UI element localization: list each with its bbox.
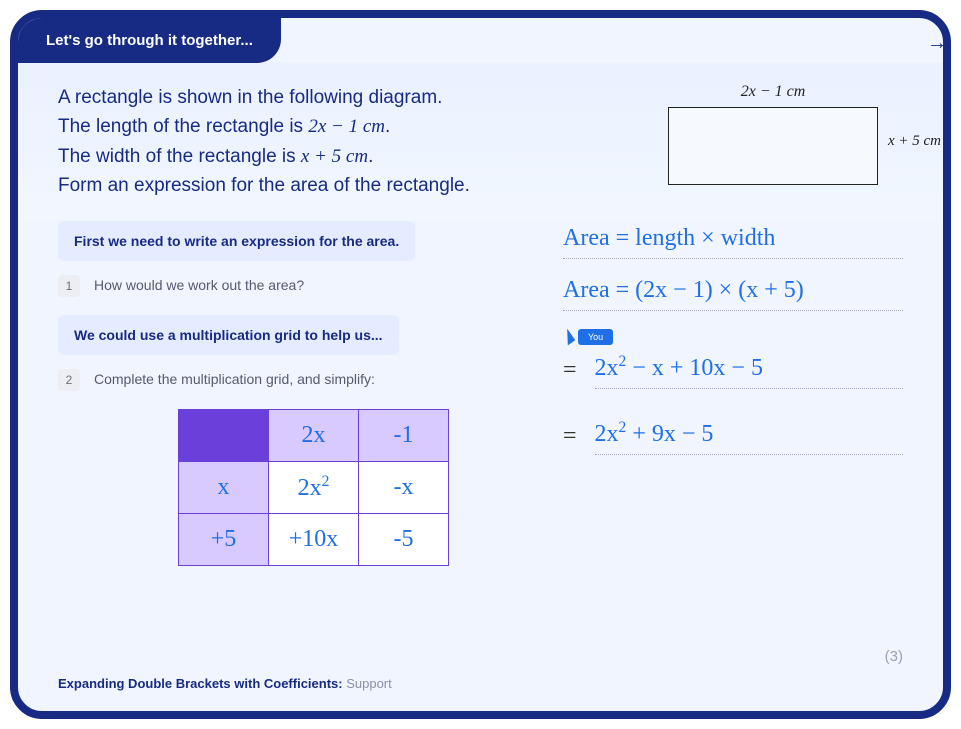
lesson-frame: Let's go through it together... → A rect… — [10, 10, 951, 719]
footer-level: Support — [343, 676, 392, 691]
step-text: How would we work out the area? — [94, 277, 304, 293]
equation-row-1: = 2x2 − x + 10x − 5 — [563, 353, 903, 389]
equals-sign: = — [563, 357, 577, 384]
grid-cell[interactable]: -x — [359, 461, 449, 513]
user-cursor: You — [563, 329, 613, 345]
problem-section: A rectangle is shown in the following di… — [18, 63, 943, 221]
cursor-label: You — [578, 329, 613, 345]
hint-1: First we need to write an expression for… — [58, 221, 415, 261]
problem-line-2: The length of the rectangle is 2x − 1 cm… — [58, 112, 623, 141]
lesson-tab: Let's go through it together... — [18, 18, 281, 63]
rect-box — [668, 107, 878, 185]
work-area: First we need to write an expression for… — [18, 221, 943, 576]
handwriting-column: Area = length × width Area = (2x − 1) × … — [563, 221, 903, 566]
grid-corner — [179, 409, 269, 461]
lesson-footer: Expanding Double Brackets with Coefficie… — [58, 676, 392, 691]
step-2: 2 Complete the multiplication grid, and … — [58, 369, 533, 391]
step-1: 1 How would we work out the area? — [58, 275, 533, 297]
footer-title: Expanding Double Brackets with Coefficie… — [58, 676, 343, 691]
tab-title: Let's go through it together... — [46, 32, 253, 49]
marks-label: (3) — [885, 648, 903, 665]
equation-row-2: = 2x2 + 9x − 5 — [563, 419, 903, 455]
next-arrow-icon[interactable]: → — [927, 32, 947, 55]
problem-line-1: A rectangle is shown in the following di… — [58, 83, 623, 112]
handwritten-line[interactable]: Area = length × width — [563, 225, 903, 259]
grid-header-top[interactable]: -1 — [359, 409, 449, 461]
grid-cell[interactable]: +10x — [269, 513, 359, 565]
grid-cell[interactable]: -5 — [359, 513, 449, 565]
cursor-icon — [560, 328, 575, 345]
step-number: 1 — [58, 275, 80, 297]
problem-line-4: Form an expression for the area of the r… — [58, 171, 623, 200]
step-text: Complete the multiplication grid, and si… — [94, 371, 375, 387]
steps-column: First we need to write an expression for… — [58, 221, 533, 566]
handwritten-expression[interactable]: 2x2 + 9x − 5 — [595, 419, 903, 455]
handwritten-expression[interactable]: 2x2 − x + 10x − 5 — [595, 353, 903, 389]
rectangle-diagram: 2x − 1 cm x + 5 cm — [643, 83, 903, 190]
problem-line-3: The width of the rectangle is x + 5 cm. — [58, 142, 623, 171]
rect-side-label: x + 5 cm — [888, 133, 941, 150]
equals-sign: = — [563, 423, 577, 450]
rect-top-label: 2x − 1 cm — [643, 83, 903, 101]
grid-header-left[interactable]: x — [179, 461, 269, 513]
hint-2: We could use a multiplication grid to he… — [58, 315, 399, 355]
grid-header-top[interactable]: 2x — [269, 409, 359, 461]
handwritten-line[interactable]: Area = (2x − 1) × (x + 5) — [563, 277, 903, 311]
grid-header-left[interactable]: +5 — [179, 513, 269, 565]
grid-cell[interactable]: 2x2 — [269, 461, 359, 513]
step-number: 2 — [58, 369, 80, 391]
multiplication-grid[interactable]: 2x -1 x 2x2 -x +5 +10x -5 — [178, 409, 449, 566]
problem-text: A rectangle is shown in the following di… — [58, 83, 623, 201]
